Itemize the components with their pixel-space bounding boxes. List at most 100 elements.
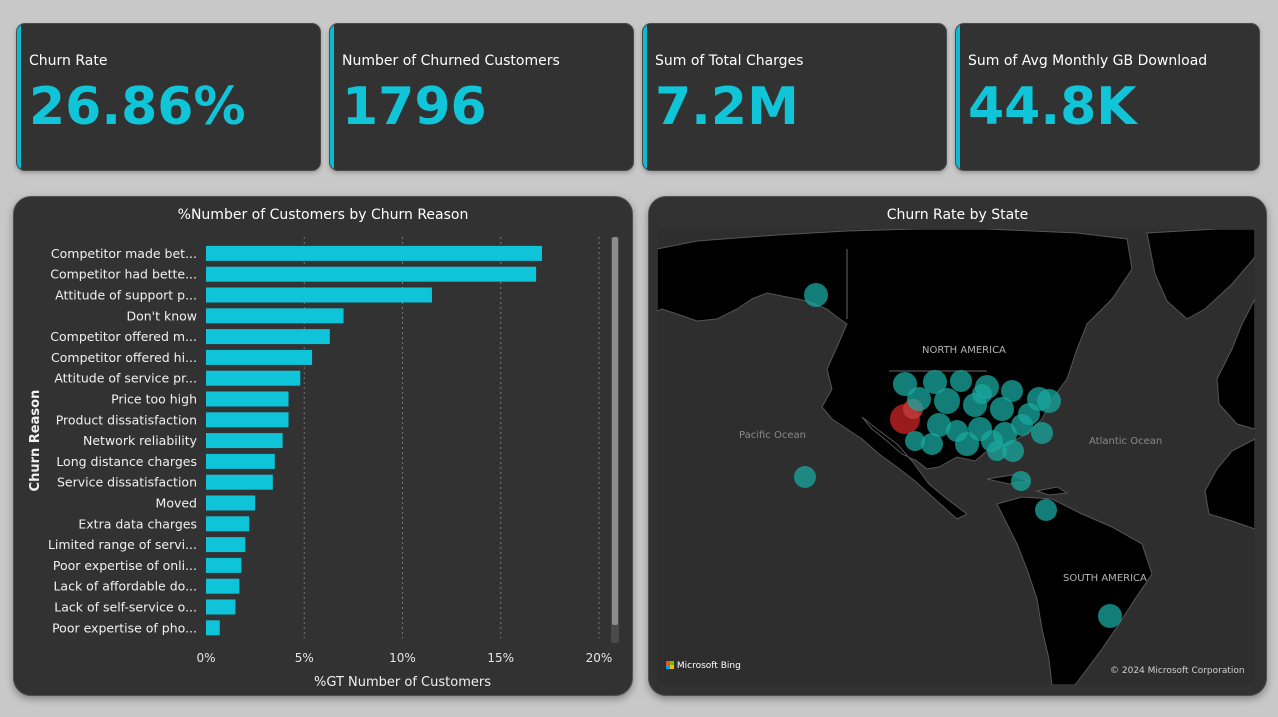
map-canvas[interactable]: Pacific Ocean Atlantic Ocean NORTH AMERI…: [657, 229, 1255, 685]
atlantic-ocean-label: Atlantic Ocean: [1089, 436, 1162, 447]
category-label: Competitor offered hi...: [51, 350, 197, 365]
north-america-label: NORTH AMERICA: [922, 345, 1006, 356]
bar[interactable]: [206, 412, 289, 428]
map-bubble[interactable]: [905, 431, 925, 451]
category-label: Lack of affordable do...: [53, 579, 197, 594]
category-label: Long distance charges: [56, 454, 197, 469]
scrollbar-thumb[interactable]: [612, 237, 618, 625]
bar[interactable]: [206, 474, 273, 490]
kpi-value: 44.8K: [968, 77, 1137, 137]
map-bubble[interactable]: [972, 384, 992, 404]
category-label: Poor expertise of pho...: [52, 620, 197, 635]
bar[interactable]: [206, 453, 275, 469]
bar[interactable]: [206, 537, 246, 553]
map-bubble[interactable]: [955, 432, 979, 456]
kpi-label: Sum of Total Charges: [655, 53, 804, 69]
kpi-label: Number of Churned Customers: [342, 53, 560, 69]
map-bubble[interactable]: [1098, 604, 1122, 628]
x-tick-label: 20%: [586, 651, 613, 665]
map-bubble[interactable]: [934, 388, 960, 414]
map-bubble[interactable]: [1037, 389, 1061, 413]
bing-logo: Microsoft Bing: [666, 661, 741, 671]
kpi-accent-bar: [956, 24, 960, 170]
kpi-label: Churn Rate: [29, 53, 108, 69]
map-bubble[interactable]: [907, 387, 931, 411]
bar[interactable]: [206, 245, 543, 261]
bar[interactable]: [206, 391, 289, 407]
category-label: Poor expertise of onli...: [53, 558, 197, 573]
x-tick-label: 10%: [389, 651, 416, 665]
category-label: Competitor made bet...: [51, 246, 197, 261]
kpi-value: 1796: [342, 77, 487, 137]
bar[interactable]: [206, 495, 256, 511]
x-tick-label: 15%: [487, 651, 514, 665]
bar[interactable]: [206, 370, 301, 386]
x-tick-label: 0%: [196, 651, 215, 665]
bing-logo-text: Microsoft Bing: [676, 661, 741, 671]
map-bubble[interactable]: [1001, 380, 1023, 402]
north-america-landmass: [657, 229, 1133, 520]
map-bubble[interactable]: [1011, 414, 1033, 436]
microsoft-logo-icon: [666, 661, 674, 669]
map-bubble[interactable]: [990, 397, 1014, 421]
south-america-label: SOUTH AMERICA: [1063, 573, 1147, 584]
kpi-card-gb-download[interactable]: Sum of Avg Monthly GB Download 44.8K: [955, 23, 1260, 171]
category-label: Attitude of support p...: [55, 288, 197, 303]
churn-reason-chart-panel[interactable]: %Number of Customers by Churn Reason 0% 5…: [13, 196, 633, 696]
kpi-accent-bar: [17, 24, 21, 170]
pacific-ocean-label: Pacific Ocean: [739, 430, 806, 441]
category-label: Limited range of servi...: [48, 537, 197, 552]
category-label: Lack of self-service o...: [54, 600, 197, 615]
map-bubble[interactable]: [1002, 440, 1024, 462]
bar[interactable]: [206, 620, 220, 636]
map-bubble[interactable]: [1035, 499, 1057, 521]
churn-map-panel[interactable]: Churn Rate by State Pacific Ocean Atlant…: [648, 196, 1267, 696]
greenland-landmass: [1146, 229, 1255, 320]
kpi-value: 26.86%: [29, 77, 246, 137]
map-bubble[interactable]: [1031, 422, 1053, 444]
bar[interactable]: [206, 578, 240, 594]
category-label: Price too high: [111, 392, 197, 407]
kpi-card-total-charges[interactable]: Sum of Total Charges 7.2M: [642, 23, 947, 171]
kpi-value: 7.2M: [655, 77, 799, 137]
category-label: Competitor had bette...: [50, 267, 197, 282]
bar[interactable]: [206, 287, 432, 303]
bar[interactable]: [206, 329, 330, 345]
kpi-label: Sum of Avg Monthly GB Download: [968, 53, 1208, 69]
bar[interactable]: [206, 308, 344, 324]
bar[interactable]: [206, 599, 236, 615]
kpi-card-churned-customers[interactable]: Number of Churned Customers 1796: [329, 23, 634, 171]
bar[interactable]: [206, 557, 242, 573]
map-bubble[interactable]: [923, 370, 947, 394]
map-bubble[interactable]: [893, 372, 917, 396]
map-bubble[interactable]: [987, 441, 1007, 461]
map-bubble[interactable]: [921, 433, 943, 455]
category-label: Attitude of service pr...: [54, 371, 197, 386]
churn-bubbles[interactable]: [794, 283, 1122, 628]
x-axis-title: %GT Number of Customers: [314, 675, 491, 690]
map-bubble[interactable]: [794, 466, 816, 488]
bar[interactable]: [206, 433, 283, 449]
kpi-accent-bar: [330, 24, 334, 170]
kpi-accent-bar: [643, 24, 647, 170]
map-svg[interactable]: Pacific Ocean Atlantic Ocean NORTH AMERI…: [657, 229, 1255, 685]
category-label: Product dissatisfaction: [56, 412, 197, 427]
europe-africa-landmass: [1204, 298, 1255, 530]
bar[interactable]: [206, 349, 313, 365]
map-bubble[interactable]: [804, 283, 828, 307]
map-title: Churn Rate by State: [886, 207, 1029, 223]
category-label: Moved: [156, 496, 197, 511]
churn-reason-bar-chart[interactable]: 0% 5% 10% 15% 20% Competitor made bet... Compe…: [14, 197, 632, 695]
south-america-landmass: [996, 496, 1153, 685]
map-bubble[interactable]: [927, 413, 951, 437]
category-label: Network reliability: [83, 433, 198, 448]
bar[interactable]: [206, 266, 537, 282]
bar[interactable]: [206, 516, 250, 532]
kpi-card-churn-rate[interactable]: Churn Rate 26.86%: [16, 23, 321, 171]
category-label: Service dissatisfaction: [57, 475, 197, 490]
map-bubble[interactable]: [950, 370, 972, 392]
category-label: Don't know: [126, 308, 197, 323]
y-axis-title: Churn Reason: [28, 390, 43, 492]
map-bubble[interactable]: [1011, 471, 1031, 491]
map-copyright: © 2024 Microsoft Corporation: [1110, 666, 1245, 676]
